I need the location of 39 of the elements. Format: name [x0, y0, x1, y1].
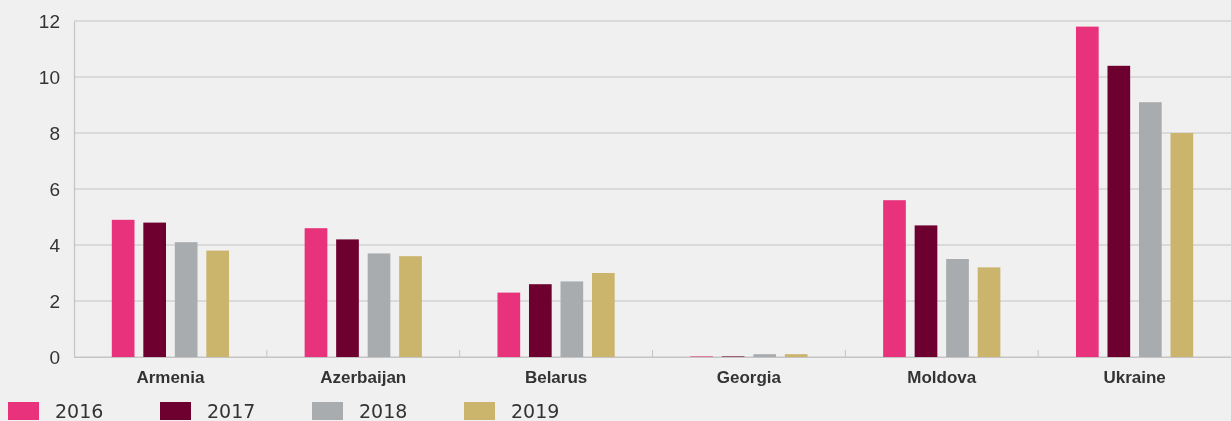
bar — [1170, 133, 1194, 357]
bar — [304, 228, 328, 357]
bar — [883, 200, 906, 357]
x-tick-label: Georgia — [716, 368, 782, 388]
x-tick-label: Azerbaijan — [320, 368, 407, 388]
y-tick-label: 12 — [38, 10, 60, 32]
y-tick-label: 4 — [49, 234, 61, 256]
bar — [206, 250, 230, 357]
bar — [977, 267, 1001, 357]
y-tick-label: 2 — [49, 290, 60, 312]
bar — [174, 242, 198, 357]
legend-label: 2016 — [55, 400, 104, 421]
bar — [336, 239, 359, 357]
y-tick-label: 10 — [38, 66, 60, 88]
x-tick-label: Armenia — [136, 368, 205, 388]
bar — [1107, 65, 1131, 357]
legend-label: 2019 — [511, 400, 560, 421]
bar — [497, 292, 521, 357]
y-tick-label: 0 — [49, 346, 60, 368]
bar — [143, 222, 167, 357]
bar — [399, 256, 422, 357]
bar — [946, 259, 969, 357]
bar — [592, 273, 615, 357]
bar — [914, 225, 938, 357]
bar — [1138, 102, 1162, 357]
y-tick-label: 8 — [49, 122, 60, 144]
bar — [784, 354, 808, 357]
x-tick-label: Ukraine — [1103, 368, 1166, 388]
bar — [1075, 26, 1099, 357]
bar — [560, 281, 584, 357]
x-tick-label: Moldova — [907, 368, 977, 388]
x-tick-label: Belarus — [524, 368, 588, 388]
y-tick-label: 6 — [49, 178, 60, 200]
bar — [111, 219, 135, 357]
bar — [753, 354, 777, 357]
legend-label: 2017 — [207, 400, 256, 421]
bar — [367, 253, 391, 357]
bar — [528, 284, 552, 357]
legend-label: 2018 — [359, 400, 408, 421]
